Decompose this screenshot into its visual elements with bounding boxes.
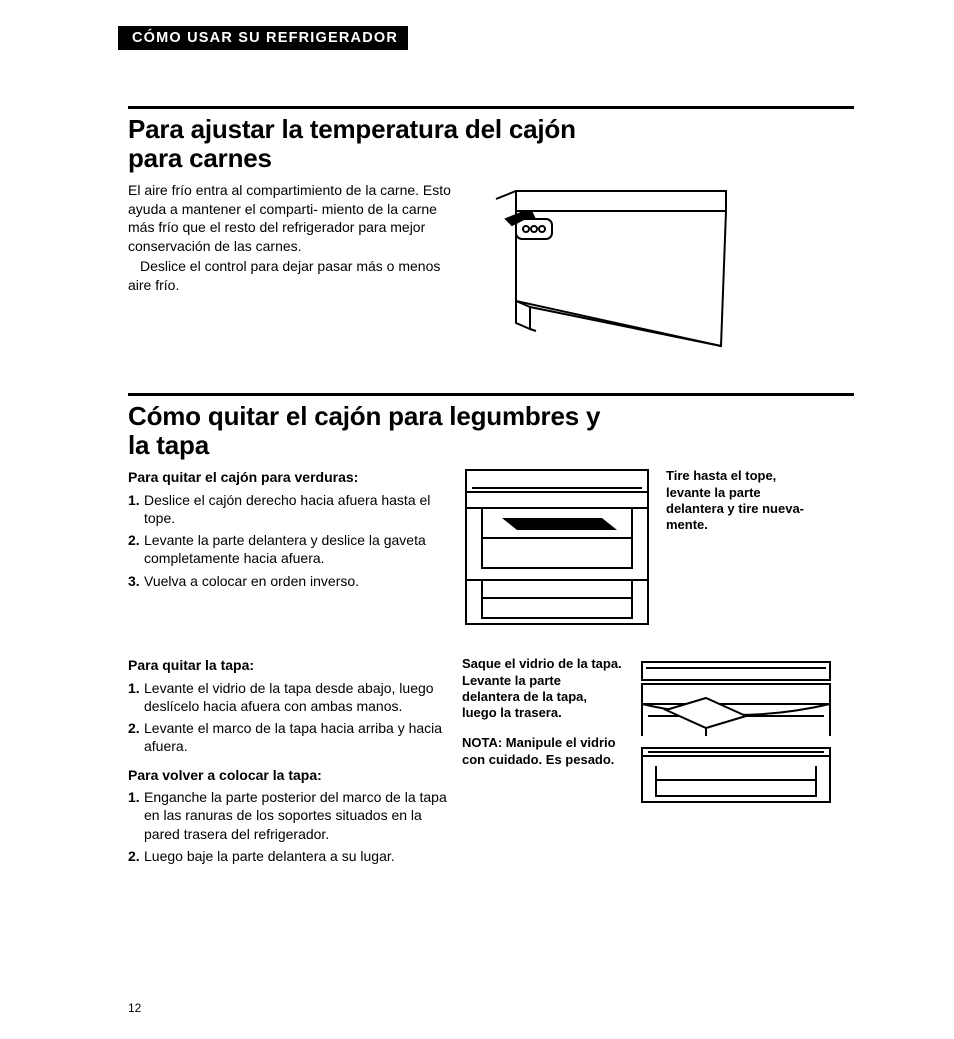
document-page: CÓMO USAR SU REFRIGERADOR Para ajustar l… xyxy=(0,0,954,889)
section1-body: El aire frío entra al compartimiento de … xyxy=(128,181,854,351)
page-number: 12 xyxy=(128,1001,141,1015)
horizontal-rule xyxy=(128,106,854,109)
callout-note: NOTA: Manipule el vidrio con cuidado. Es… xyxy=(462,735,622,768)
subheading: Para quitar el cajón para verduras: xyxy=(128,468,448,486)
subheading: Para quitar la tapa: xyxy=(128,656,448,674)
drawer-callout: Tire hasta el tope, levante la parte del… xyxy=(666,468,816,628)
section2-row2: Para quitar la tapa: 1.Levante el vidrio… xyxy=(128,656,854,868)
step-item: 2.Luego baje la parte delantera a su lug… xyxy=(128,847,448,865)
section1-heading: Para ajustar la temperatura del cajón pa… xyxy=(128,115,854,173)
step-item: 2.Levante el marco de la tapa hacia arri… xyxy=(128,719,448,755)
drawer-remove-text: Para quitar el cajón para verduras: 1.De… xyxy=(128,468,448,628)
paragraph: El aire frío entra al compartimiento de … xyxy=(128,181,458,255)
step-item: 3.Vuelva a colocar en orden inverso. xyxy=(128,572,448,590)
steps-list: 1.Levante el vidrio de la tapa desde aba… xyxy=(128,679,448,756)
step-item: 1.Enganche la parte posterior del marco … xyxy=(128,788,448,843)
heading-line: Cómo quitar el cajón para legumbres y xyxy=(128,401,600,431)
cover-removal-illustration xyxy=(636,656,836,868)
section2-heading: Cómo quitar el cajón para legumbres y la… xyxy=(128,402,854,460)
paragraph: Deslice el control para dejar pasar más … xyxy=(128,257,458,294)
cover-callout-text: Saque el vidrio de la tapa. Levante la p… xyxy=(462,656,622,868)
steps-list: 1.Deslice el cajón derecho hacia afuera … xyxy=(128,491,448,590)
steps-list: 1.Enganche la parte posterior del marco … xyxy=(128,788,448,865)
section-banner: CÓMO USAR SU REFRIGERADOR xyxy=(118,26,408,50)
step-item: 2.Levante la parte delantera y deslice l… xyxy=(128,531,448,567)
horizontal-rule xyxy=(128,393,854,396)
section2-row1: Para quitar el cajón para verduras: 1.De… xyxy=(128,468,854,628)
heading-line: para carnes xyxy=(128,143,272,173)
step-item: 1.Levante el vidrio de la tapa desde aba… xyxy=(128,679,448,715)
cover-remove-text: Para quitar la tapa: 1.Levante el vidrio… xyxy=(128,656,448,868)
step-item: 1.Deslice el cajón derecho hacia afuera … xyxy=(128,491,448,527)
temperature-control-illustration xyxy=(476,181,736,351)
heading-line: la tapa xyxy=(128,430,209,460)
callout-paragraph: Saque el vidrio de la tapa. Levante la p… xyxy=(462,656,622,721)
section1-text: El aire frío entra al compartimiento de … xyxy=(128,181,458,351)
subheading: Para volver a colocar la tapa: xyxy=(128,766,448,784)
drawer-removal-illustration xyxy=(462,468,652,628)
heading-line: Para ajustar la temperatura del cajón xyxy=(128,114,576,144)
